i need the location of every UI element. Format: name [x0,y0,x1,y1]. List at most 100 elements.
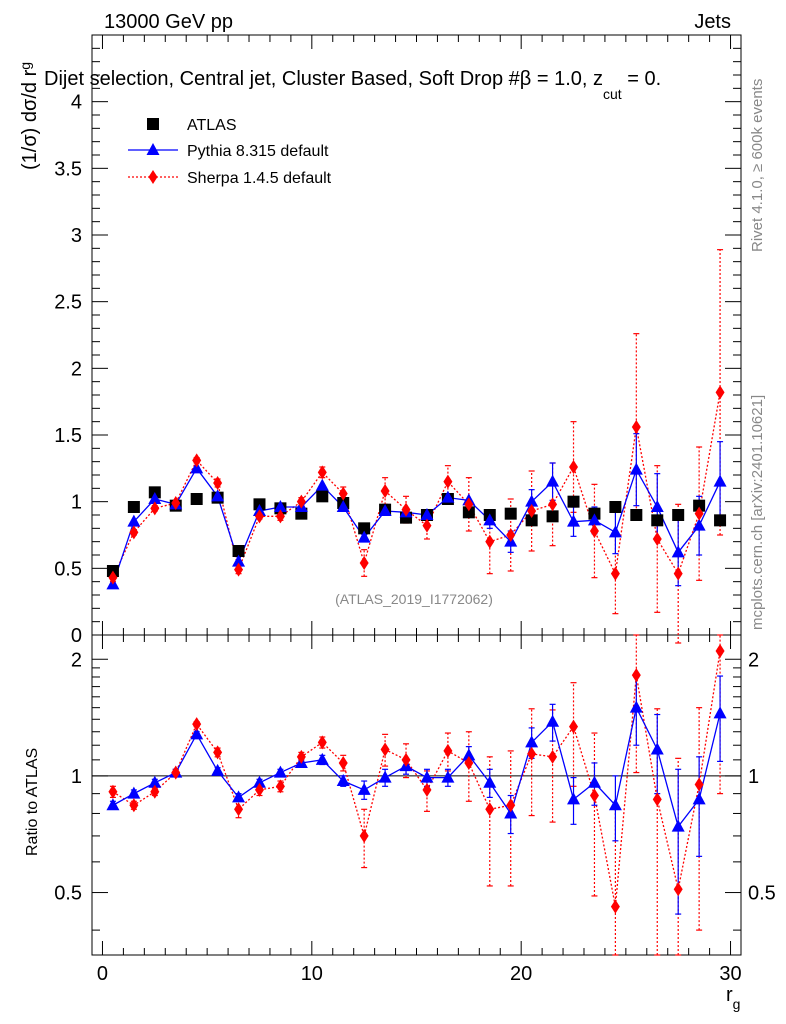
sherpa-ratio-point [715,644,725,659]
atlas-point [630,509,643,521]
selection-main: Dijet selection, Central jet, Cluster Ba… [44,68,603,90]
pythia-ratio-point [692,792,706,805]
pythia-ratio-point [148,775,162,788]
energy-label: 13000 GeV pp [104,11,233,33]
category-label: Jets [694,11,731,33]
pythia-point [483,513,497,526]
pythia-ratio-point [420,770,434,783]
atlas-point [127,501,140,513]
sherpa-point [443,474,453,489]
ratio-y-tick-label: 1 [71,766,82,788]
sherpa-point [506,528,516,542]
x-tick-label: 30 [719,963,741,985]
ratio-ylabel: Ratio to ATLAS [24,748,41,856]
pythia-point [336,500,350,512]
pythia-point [525,494,539,507]
ratio-y-tick-label: 2 [71,649,82,671]
main-y-tick-label: 2.5 [54,292,82,314]
sherpa-point [422,518,432,533]
sherpa-point [380,484,390,498]
atlas-point [672,509,685,521]
selection-sub: cut [603,86,622,102]
pythia-ratio-point [587,775,601,788]
sherpa-point [338,486,348,501]
pythia-point [420,508,434,520]
sherpa-point [715,385,725,400]
pythia-point [587,513,601,526]
x-tick-label: 20 [510,963,532,985]
sherpa-ratio-point [192,717,202,732]
legend-label: Pythia 8.315 default [187,143,329,160]
pythia-ratio-point [629,700,643,713]
sherpa-point [694,506,704,521]
pythia-point [273,500,287,512]
pythia-ratio-point [441,770,455,783]
sherpa-point [317,465,327,480]
sherpa-ratio-point [443,743,453,758]
pythia-point [713,474,727,487]
pythia-ratio-point [713,706,727,719]
atlas-point [651,514,664,527]
pythia-point [211,489,225,502]
main-y-tick-label: 1 [71,492,82,514]
sherpa-point [548,497,558,512]
pythia-point [629,462,643,475]
atlas-point [190,493,203,505]
main-axes: 0 0.5 1 1.5 2 2.5 3 3.5 4 [54,34,741,647]
pythia-ratio-point [252,775,266,788]
sherpa-point [569,460,579,474]
sherpa-ratio-point [129,798,139,813]
x-tick-label: 10 [301,963,323,985]
sherpa-point [275,509,285,524]
sherpa-ratio-point [548,749,558,764]
pythia-point [608,525,622,538]
x-axis-label-sub: g [733,996,741,1012]
ratio-panel-frame [91,634,742,956]
pythia-line [112,467,721,585]
sherpa-ratio-point [694,777,704,792]
sherpa-point [150,501,160,516]
atlas-point [504,507,517,520]
legend-atlas-marker [147,118,159,130]
x-axis-label-text: r [726,984,733,1006]
pythia-ratio-point [462,748,476,761]
pythia-ratio-point [273,765,287,778]
main-ylabel-text: (1/σ) dσ/d r [19,69,41,170]
pythia-point [378,504,392,516]
ratio-y-tick-label-right: 0.5 [748,883,776,905]
pythia-ratio-line [112,705,721,829]
sherpa-ratio-point [234,802,244,817]
pythia-ratio-point [190,727,204,740]
selection-tail: = 0. [622,68,661,90]
sherpa-point [464,497,474,512]
pythia-ratio-point [650,742,664,755]
pythia-ratio-point [608,798,622,811]
sherpa-point [234,562,244,577]
sherpa-point [296,494,306,509]
sherpa-ratio-point [380,742,390,757]
sherpa-ratio-point [569,719,579,734]
sherpa-ratio-point [275,779,285,794]
sherpa-point [171,496,181,510]
main-y-tick-label: 0.5 [54,558,82,580]
legend-label: Sherpa 1.4.5 default [187,170,332,187]
legend-pythia-marker [146,143,160,155]
sherpa-ratio-point [631,668,641,683]
atlas-point [232,545,245,557]
pythia-point [441,490,455,503]
sherpa-ratio-point [422,782,432,797]
pythia-ratio-point [315,752,329,765]
pythia-ratio-point [106,798,120,811]
sherpa-ratio-point [150,784,160,799]
sherpa-point [631,420,641,434]
main-y-tick-label: 3 [71,225,82,247]
x-tick-label: 0 [97,963,108,985]
legend-sherpa-marker [148,170,158,184]
main-ylabel: (1/σ) dσ/d rg [17,62,41,170]
sherpa-ratio-point [652,792,662,807]
sherpa-ratio-point [506,798,516,813]
sherpa-point [108,570,118,585]
pythia-point [357,530,371,543]
sherpa-point [359,556,369,570]
